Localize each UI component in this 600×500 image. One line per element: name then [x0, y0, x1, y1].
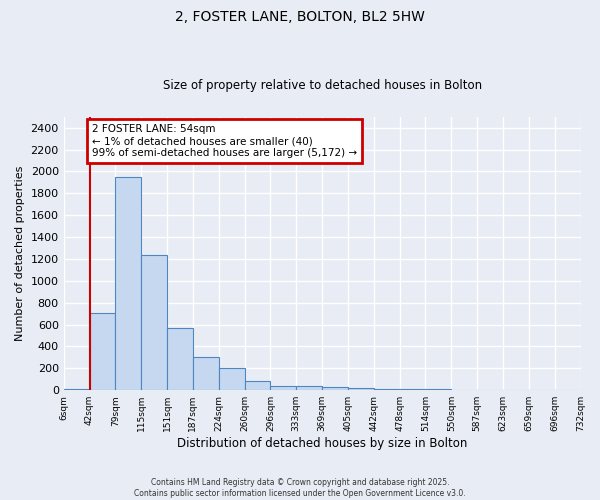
Bar — [141, 254, 167, 390]
Bar — [115, 177, 141, 390]
X-axis label: Distribution of detached houses by size in Bolton: Distribution of detached houses by size … — [177, 437, 467, 450]
Bar — [348, 388, 374, 390]
Bar — [89, 312, 115, 390]
Bar — [400, 389, 425, 390]
Bar — [271, 386, 296, 390]
Bar — [322, 387, 348, 390]
Bar — [64, 388, 89, 390]
Text: 2 FOSTER LANE: 54sqm
← 1% of detached houses are smaller (40)
99% of semi-detach: 2 FOSTER LANE: 54sqm ← 1% of detached ho… — [92, 124, 357, 158]
Text: 2, FOSTER LANE, BOLTON, BL2 5HW: 2, FOSTER LANE, BOLTON, BL2 5HW — [175, 10, 425, 24]
Y-axis label: Number of detached properties: Number of detached properties — [15, 166, 25, 341]
Bar — [296, 386, 322, 390]
Bar — [193, 357, 219, 390]
Text: Contains HM Land Registry data © Crown copyright and database right 2025.
Contai: Contains HM Land Registry data © Crown c… — [134, 478, 466, 498]
Title: Size of property relative to detached houses in Bolton: Size of property relative to detached ho… — [163, 79, 482, 92]
Bar — [219, 368, 245, 390]
Bar — [245, 382, 271, 390]
Bar — [167, 328, 193, 390]
Bar — [374, 388, 400, 390]
